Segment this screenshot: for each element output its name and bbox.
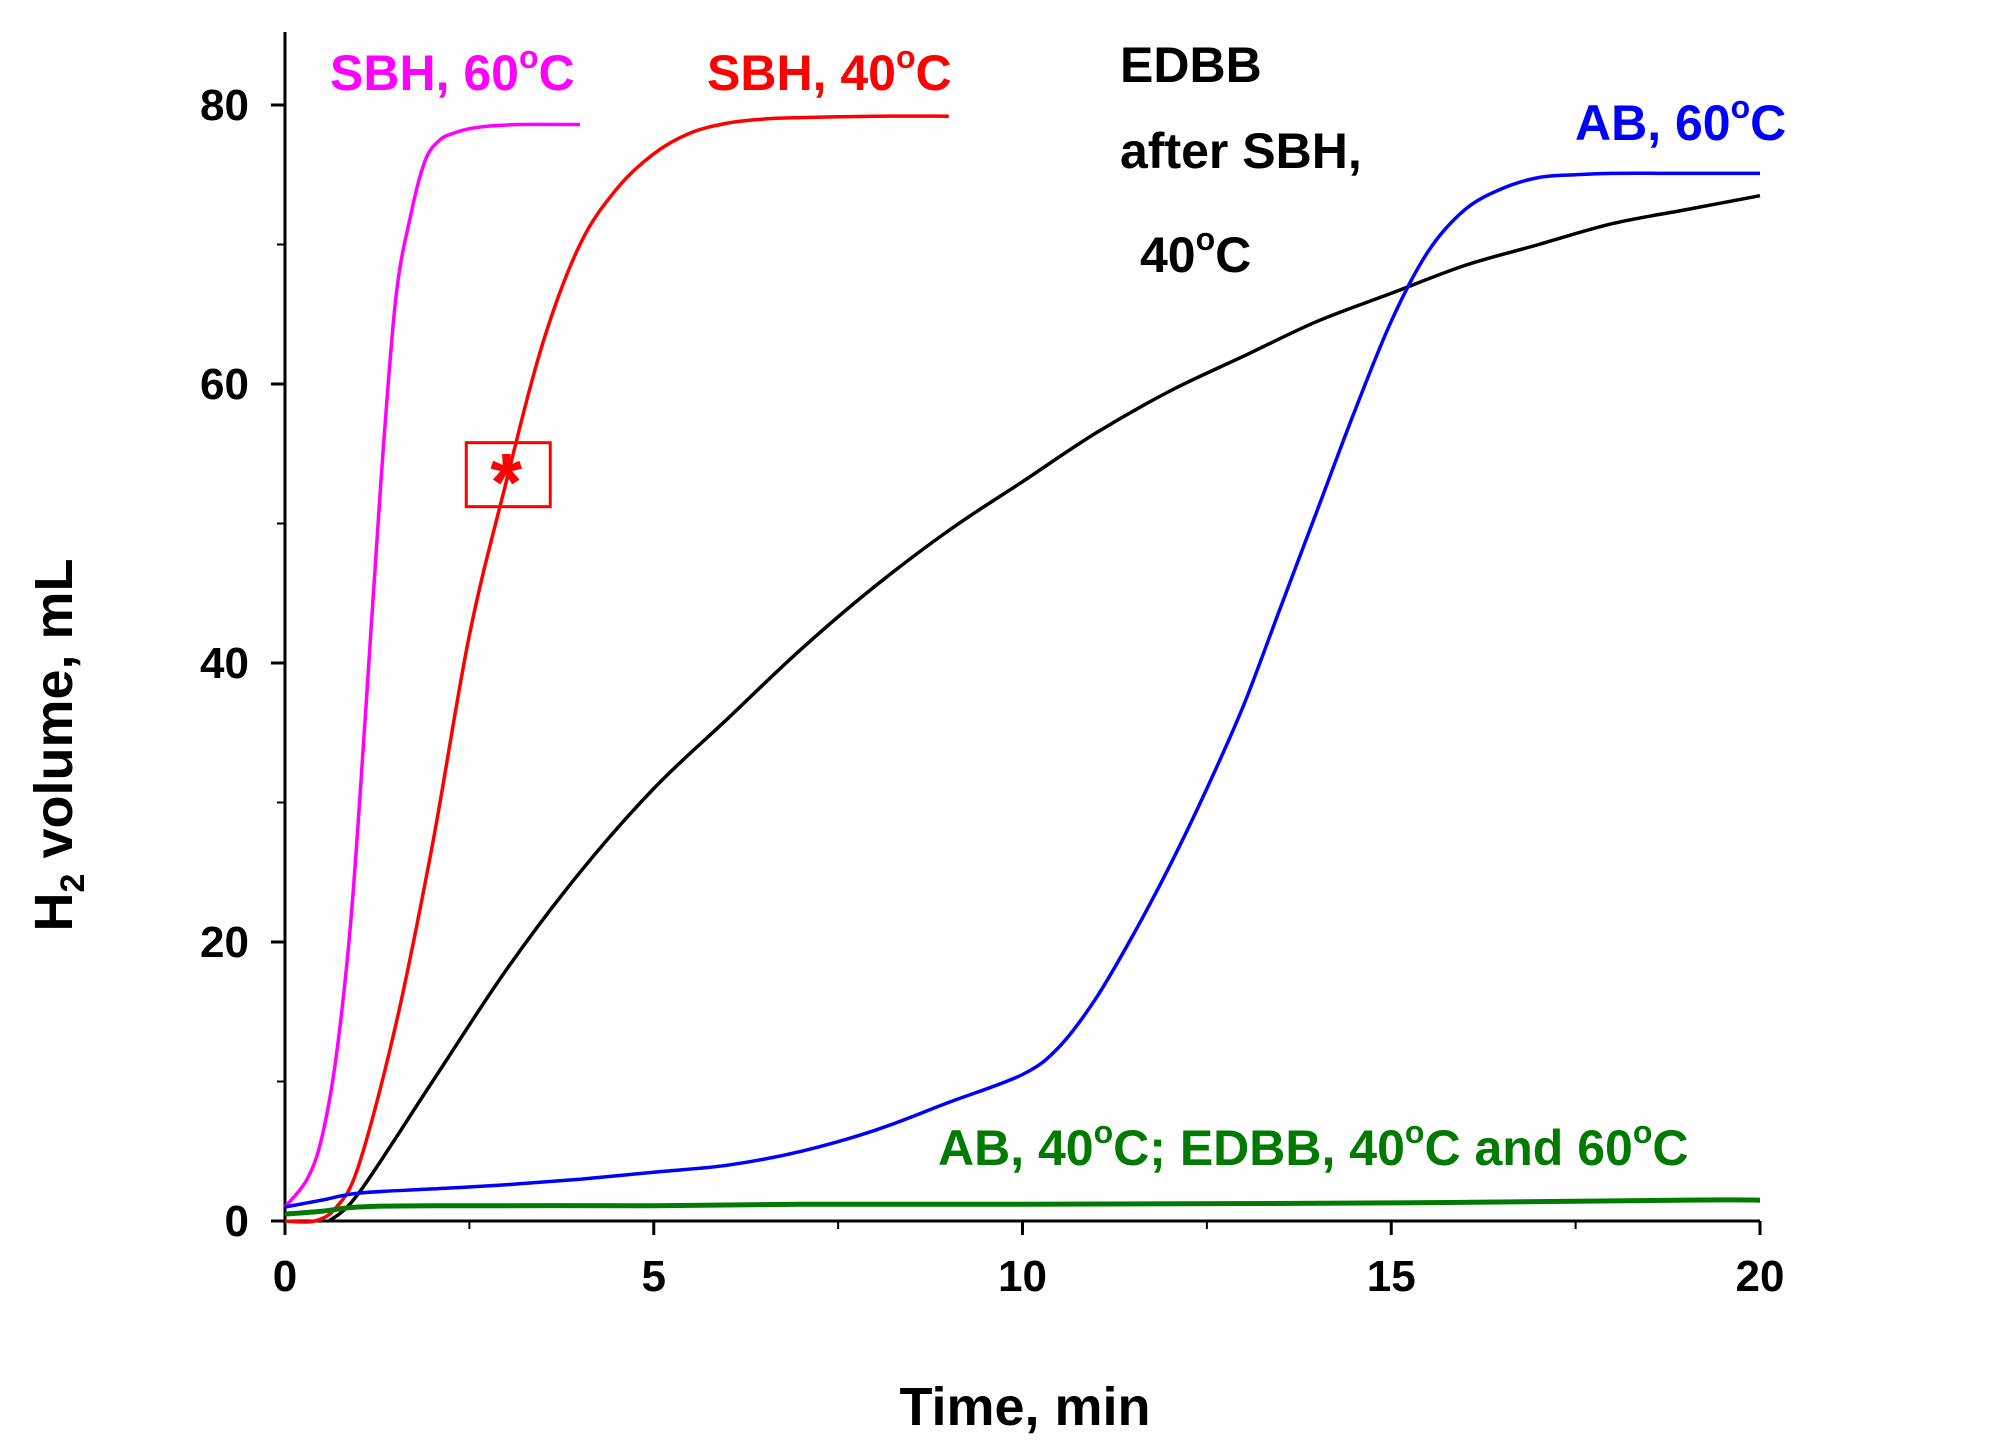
x-axis-title: Time, min xyxy=(899,1377,1150,1437)
series-line-4 xyxy=(284,1197,1761,1217)
label-edbb-line2: after SBH, xyxy=(1120,123,1362,179)
series-labels: SBH, 60oC SBH, 40oC EDBB after SBH, 40oC AB, … xyxy=(330,37,1786,1176)
x-tick-label: 10 xyxy=(998,1252,1047,1301)
series-group xyxy=(283,114,1761,1224)
label-ab40-edbb: AB, 40oC; EDBB, 40oC and 60oC xyxy=(938,1114,1689,1176)
y-axis-title-rest: volume, mL xyxy=(24,559,84,874)
y-axis-title: H2 volume, mL xyxy=(24,559,92,932)
label-sbh40: SBH, 40oC xyxy=(707,39,952,101)
series-line-0 xyxy=(283,122,581,1209)
series-line-3 xyxy=(284,171,1760,1209)
y-axis-title-sub: 2 xyxy=(54,874,92,893)
series-line-2 xyxy=(328,193,1761,1223)
x-tick-label: 20 xyxy=(1736,1252,1785,1301)
x-tick-label: 5 xyxy=(642,1252,666,1301)
label-ab60: AB, 60oC xyxy=(1575,89,1786,151)
svg-text:H2 volume, mL: H2 volume, mL xyxy=(24,559,92,932)
annotations: * xyxy=(464,438,552,529)
asterisk-marker: * xyxy=(490,438,522,529)
series-line-1 xyxy=(284,114,949,1224)
x-tick-label: 15 xyxy=(1367,1252,1416,1301)
y-tick-label: 20 xyxy=(200,918,249,967)
ticks: 0 5 10 15 20 0 20 40 60 80 xyxy=(200,81,1784,1301)
y-tick-label: 80 xyxy=(200,81,249,130)
label-sbh60: SBH, 60oC xyxy=(330,39,575,101)
y-axis-title-main: H xyxy=(24,892,84,931)
y-tick-label: 0 xyxy=(225,1197,249,1246)
x-tick-label: 0 xyxy=(273,1252,297,1301)
label-edbb-line1: EDBB xyxy=(1120,37,1262,93)
y-tick-label: 60 xyxy=(200,360,249,409)
y-tick-label: 40 xyxy=(200,639,249,688)
marker-box xyxy=(464,441,552,509)
label-edbb-line3: 40oC xyxy=(1140,221,1251,283)
axes xyxy=(283,32,1760,1223)
